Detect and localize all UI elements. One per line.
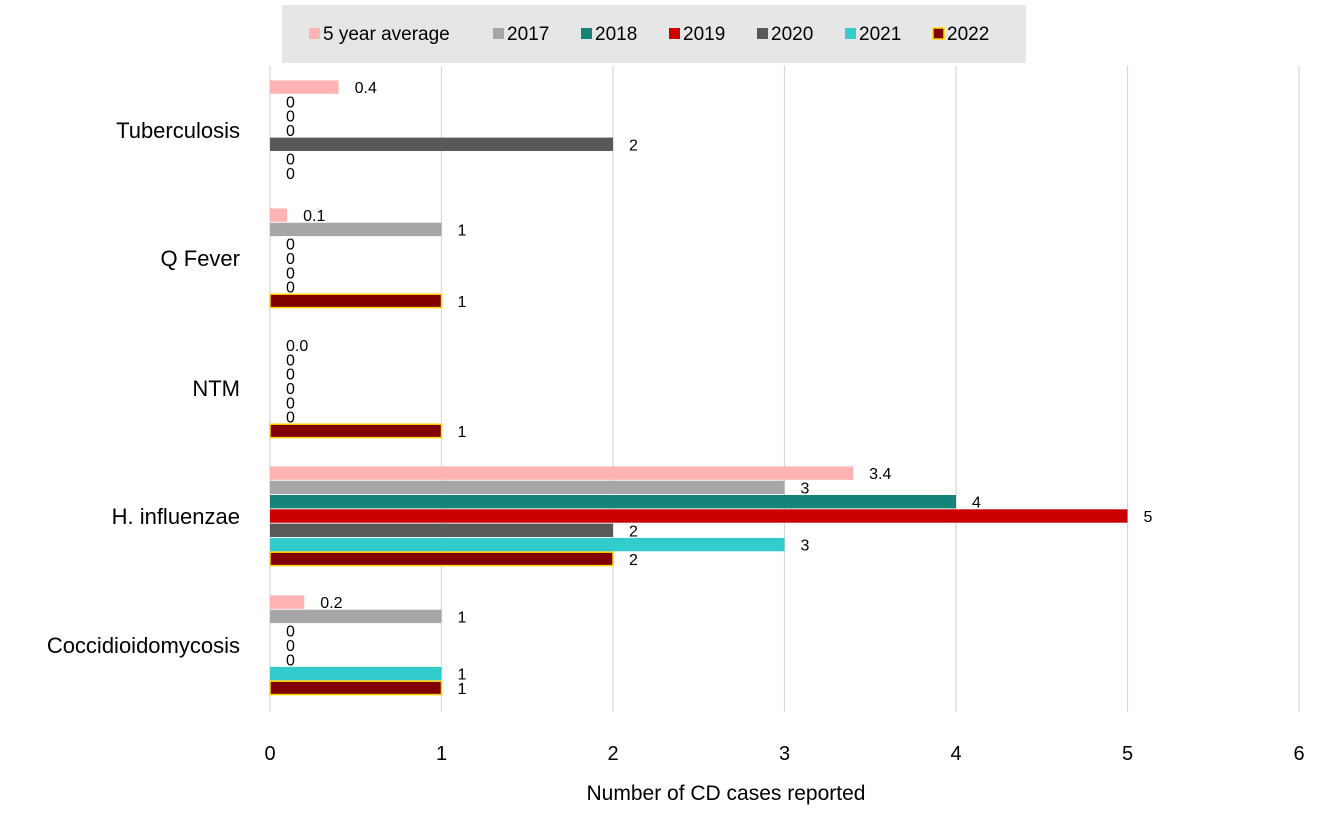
bar [270,666,442,681]
x-tick-label: 1 [436,743,447,765]
bar [270,80,339,94]
data-label: 0 [286,251,295,268]
legend-label: 2017 [507,24,549,45]
legend-swatch [581,28,592,39]
data-label: 0.1 [303,208,325,225]
data-label: 0.4 [355,80,377,97]
legend-swatch [309,28,320,39]
legend-label: 5 year average [323,24,450,45]
data-label: 0 [286,265,295,282]
x-tick-label: 0 [264,743,275,765]
data-label: 0 [286,109,295,126]
legend-swatch [493,28,504,39]
bar [270,208,288,222]
category-label: H. influenzae [112,504,240,529]
bar [270,523,613,537]
x-axis-title: Number of CD cases reported [587,782,866,805]
x-tick-label: 5 [1122,743,1133,765]
data-label: 1 [458,609,467,626]
data-labels: 0.40002000.11000010.00000013.43452320.21… [286,80,1153,698]
gridlines [269,66,1300,712]
data-label: 0 [286,381,295,398]
legend-label: 2022 [947,24,989,45]
bar [269,551,614,567]
data-label: 1 [458,294,467,311]
bar [270,466,854,480]
legend-label: 2018 [595,24,637,45]
bar [270,480,785,495]
data-label: 1 [458,681,467,698]
bar [270,509,1128,523]
x-tick-label: 4 [950,743,961,765]
data-label: 0.0 [286,338,308,355]
data-label: 3 [801,538,810,555]
bar [270,609,442,624]
data-label: 2 [629,137,638,154]
x-tick-labels: 0 1 2 3 4 5 6 [264,743,1304,765]
legend-background [282,5,1026,63]
legend-swatch [932,27,945,40]
x-tick-label: 6 [1293,743,1304,765]
x-tick-label: 3 [779,743,790,765]
data-label: 0 [286,237,295,254]
legend-label: 2021 [859,24,901,45]
data-label: 2 [629,552,638,569]
data-label: 0 [286,395,295,412]
data-label: 5 [1144,509,1153,526]
bar [269,293,443,309]
data-label: 1 [458,222,467,239]
data-label: 0 [286,123,295,140]
bar [270,595,305,609]
bar [269,680,443,696]
bar [270,495,956,509]
data-label: 2 [629,523,638,540]
data-label: 0 [286,152,295,169]
category-labels: Tuberculosis Q Fever NTM H. influenzae Cocci… [47,118,240,658]
category-label: Tuberculosis [116,118,240,143]
data-label: 0 [286,280,295,297]
data-label: 0 [286,367,295,384]
data-label: 0 [286,166,295,183]
data-label: 1 [458,667,467,684]
category-label: Q Fever [161,246,240,271]
category-label: NTM [192,376,240,401]
data-label: 0 [286,624,295,641]
legend-label: 2019 [683,24,725,45]
data-label: 0 [286,94,295,111]
bars [269,80,1128,696]
data-label: 4 [972,495,981,512]
bar [270,537,785,552]
data-label: 3 [801,480,810,497]
data-label: 0 [286,352,295,369]
data-label: 0.2 [320,595,342,612]
legend-swatch [757,28,768,39]
bar [270,137,613,151]
category-label: Coccidioidomycosis [47,633,240,658]
x-tick-label: 2 [607,743,618,765]
data-label: 0 [286,410,295,427]
bar [269,423,443,439]
data-label: 1 [458,424,467,441]
data-label: 0 [286,638,295,655]
data-label: 0 [286,652,295,669]
data-label: 3.4 [869,466,891,483]
bar [270,222,442,237]
legend-label: 2020 [771,24,813,45]
legend-swatch [845,28,856,39]
legend: 5 year average 2017 2018 2019 2020 2021 2022 [282,5,1026,63]
legend-swatch [669,28,680,39]
